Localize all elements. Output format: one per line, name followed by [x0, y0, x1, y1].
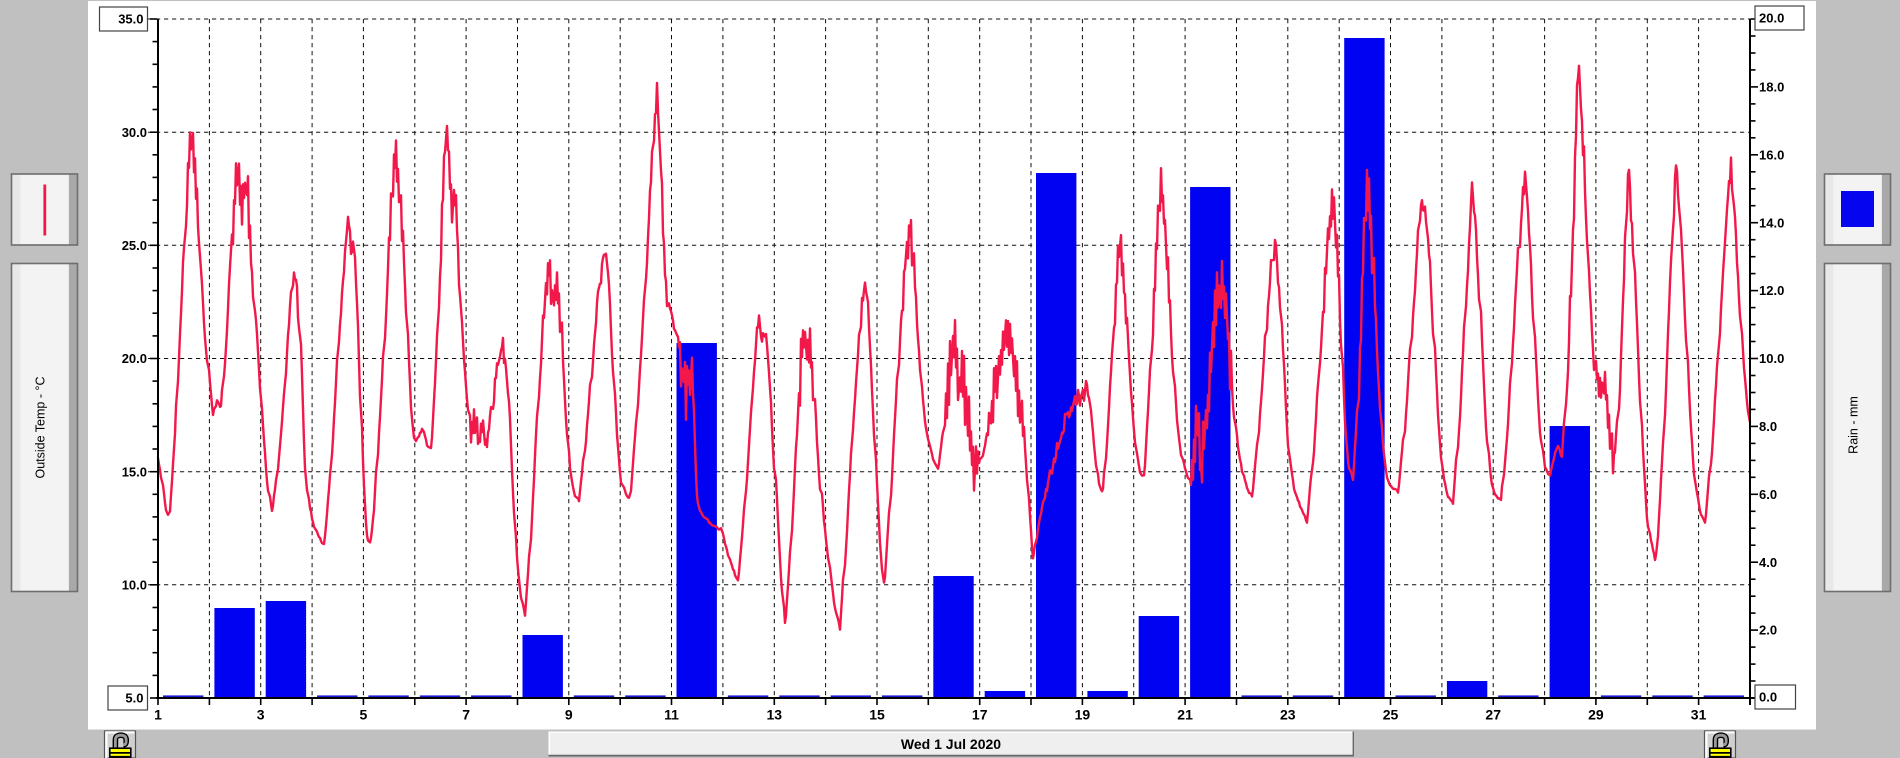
- svg-text:15.0: 15.0: [122, 464, 147, 479]
- svg-text:1: 1: [154, 707, 162, 723]
- svg-text:12.0: 12.0: [1759, 283, 1784, 298]
- svg-text:30.0: 30.0: [122, 125, 147, 140]
- svg-text:3: 3: [257, 707, 265, 723]
- svg-text:18.0: 18.0: [1759, 80, 1784, 95]
- svg-text:9: 9: [565, 707, 573, 723]
- svg-text:6.0: 6.0: [1759, 487, 1777, 502]
- svg-text:20.0: 20.0: [1759, 11, 1784, 26]
- svg-text:5.0: 5.0: [125, 691, 143, 706]
- svg-text:8.0: 8.0: [1759, 419, 1777, 434]
- svg-text:0.0: 0.0: [1759, 690, 1777, 705]
- svg-text:14.0: 14.0: [1759, 215, 1784, 230]
- svg-text:Wed 1 Jul 2020: Wed 1 Jul 2020: [901, 736, 1001, 752]
- svg-text:11: 11: [664, 707, 679, 723]
- svg-text:16.0: 16.0: [1759, 147, 1784, 162]
- svg-text:15: 15: [869, 707, 885, 723]
- svg-text:21: 21: [1177, 707, 1193, 723]
- svg-text:2.0: 2.0: [1759, 623, 1777, 638]
- svg-text:25: 25: [1383, 707, 1399, 723]
- svg-text:10.0: 10.0: [122, 577, 147, 592]
- svg-text:Outside Temp - °C: Outside Temp - °C: [34, 376, 48, 478]
- svg-text:19: 19: [1075, 707, 1091, 723]
- svg-text:4.0: 4.0: [1759, 555, 1777, 570]
- svg-text:13: 13: [767, 707, 783, 723]
- svg-text:10.0: 10.0: [1759, 351, 1784, 366]
- svg-text:35.0: 35.0: [118, 12, 143, 27]
- svg-text:Rain - mm: Rain - mm: [1847, 396, 1861, 454]
- svg-text:29: 29: [1588, 707, 1604, 723]
- svg-text:31: 31: [1691, 707, 1707, 723]
- svg-text:20.0: 20.0: [122, 351, 147, 366]
- svg-text:27: 27: [1485, 707, 1501, 723]
- svg-text:7: 7: [462, 707, 470, 723]
- svg-text:17: 17: [972, 707, 988, 723]
- svg-text:5: 5: [360, 707, 368, 723]
- svg-text:25.0: 25.0: [122, 238, 147, 253]
- svg-text:23: 23: [1280, 707, 1296, 723]
